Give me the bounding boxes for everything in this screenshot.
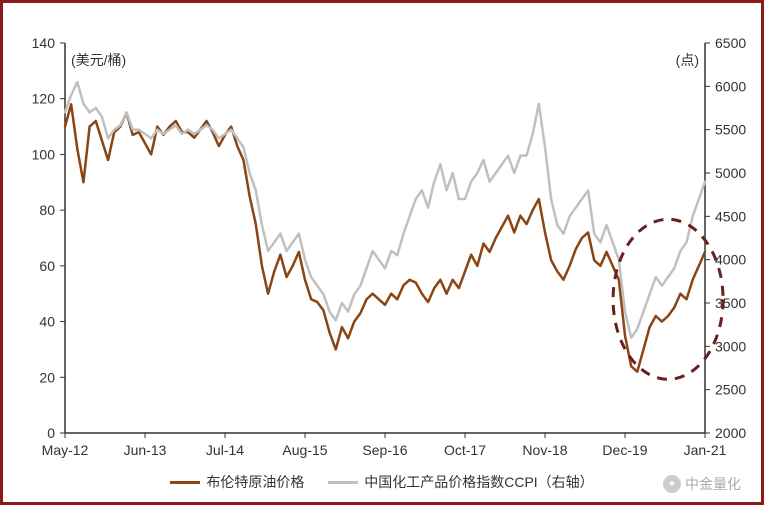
legend-item-brent: 布伦特原油价格	[170, 472, 304, 492]
legend-swatch-ccpi	[328, 481, 358, 484]
svg-text:5000: 5000	[715, 165, 746, 181]
svg-text:Jan-21: Jan-21	[684, 442, 727, 458]
svg-text:May-12: May-12	[42, 442, 89, 458]
svg-text:Aug-15: Aug-15	[282, 442, 327, 458]
legend-item-ccpi: 中国化工产品价格指数CCPI（右轴）	[328, 472, 593, 492]
svg-text:4000: 4000	[715, 252, 746, 268]
svg-text:Nov-18: Nov-18	[522, 442, 567, 458]
watermark: ✦ 中金量化	[663, 474, 741, 494]
legend-label-ccpi: 中国化工产品价格指数CCPI（右轴）	[364, 472, 593, 492]
svg-text:20: 20	[39, 369, 55, 385]
svg-text:80: 80	[39, 202, 55, 218]
svg-text:2000: 2000	[715, 425, 746, 441]
watermark-icon: ✦	[663, 475, 681, 493]
svg-text:6500: 6500	[715, 35, 746, 51]
svg-text:Dec-19: Dec-19	[602, 442, 647, 458]
svg-text:3500: 3500	[715, 295, 746, 311]
svg-text:Oct-17: Oct-17	[444, 442, 486, 458]
legend: 布伦特原油价格 中国化工产品价格指数CCPI（右轴）	[3, 471, 761, 493]
svg-text:4500: 4500	[715, 208, 746, 224]
svg-text:0: 0	[47, 425, 55, 441]
svg-text:140: 140	[32, 35, 56, 51]
svg-text:(美元/桶): (美元/桶)	[71, 52, 126, 68]
svg-text:60: 60	[39, 258, 55, 274]
legend-swatch-brent	[170, 481, 200, 484]
svg-text:(点): (点)	[676, 52, 699, 68]
svg-text:6000: 6000	[715, 78, 746, 94]
legend-label-brent: 布伦特原油价格	[206, 472, 304, 492]
svg-text:Sep-16: Sep-16	[362, 442, 407, 458]
svg-text:120: 120	[32, 91, 56, 107]
svg-text:Jul-14: Jul-14	[206, 442, 244, 458]
svg-text:100: 100	[32, 146, 56, 162]
watermark-text: 中金量化	[685, 474, 741, 494]
svg-text:3000: 3000	[715, 338, 746, 354]
svg-text:5500: 5500	[715, 122, 746, 138]
chart-container: 0 20 40 60 80 100 120 140 2000 2500 3000 3500 4000 45…	[0, 0, 764, 505]
svg-text:40: 40	[39, 314, 55, 330]
svg-text:Jun-13: Jun-13	[124, 442, 167, 458]
chart-svg: 0 20 40 60 80 100 120 140 2000 2500 3000 3500 4000 45…	[3, 3, 764, 508]
svg-text:2500: 2500	[715, 382, 746, 398]
